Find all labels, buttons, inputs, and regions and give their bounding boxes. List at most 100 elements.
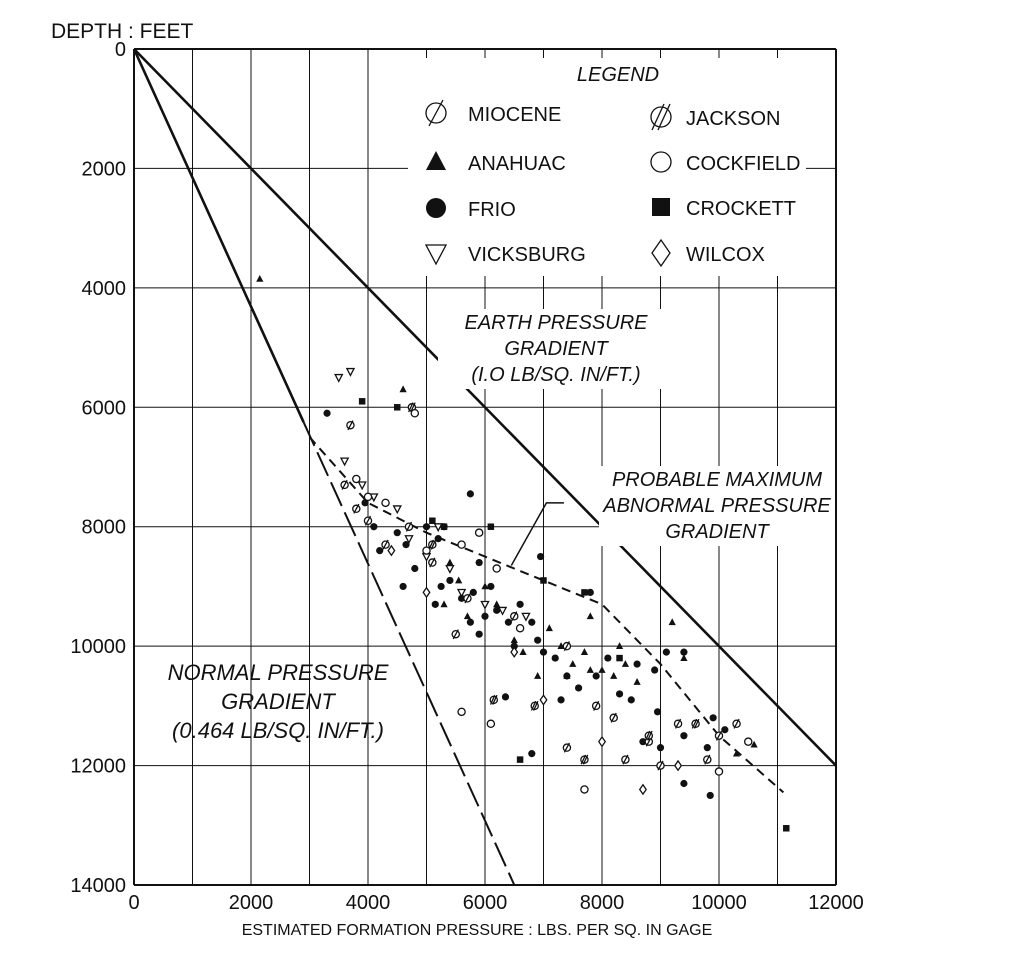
legend-title: LEGEND [577, 64, 659, 86]
y-tick-label: 6000 [82, 397, 127, 419]
point-frio [469, 588, 477, 597]
legend-label-cockfield: COCKFIELD [686, 153, 800, 175]
point-anahuac [615, 642, 624, 650]
x-tick-label: 12000 [808, 892, 864, 914]
point-cockfield [352, 474, 361, 484]
point-frio [604, 654, 612, 662]
point-frio [709, 714, 717, 722]
annotation-leader-line [510, 502, 564, 566]
point-vicksburg [357, 481, 367, 491]
gradient-line [308, 436, 785, 794]
point-wilcox [510, 646, 519, 658]
point-frio [481, 612, 489, 620]
point-frio [504, 618, 512, 626]
point-frio [399, 582, 407, 591]
annotation-text: GRADIENT [221, 689, 336, 714]
legend-marker-anahuac [426, 151, 446, 170]
point-vicksburg [334, 373, 344, 383]
point-frio [431, 600, 439, 608]
point-frio [501, 693, 510, 701]
point-cockfield [474, 528, 484, 537]
y-tick-label: 2000 [82, 158, 127, 180]
point-frio [680, 779, 688, 788]
point-miocene [609, 712, 618, 723]
point-frio [376, 547, 384, 555]
point-frio [536, 552, 545, 561]
point-frio [422, 523, 431, 531]
point-frio [575, 684, 583, 692]
point-frio [516, 600, 524, 608]
point-anahuac [545, 624, 553, 632]
point-cockfield [515, 623, 525, 633]
point-frio [653, 708, 662, 716]
point-anahuac [446, 558, 454, 566]
point-vicksburg [404, 535, 414, 545]
point-frio [323, 409, 331, 417]
point-crockett [581, 589, 588, 596]
annotations: EARTH PRESSURE GRADIENT (I.O LB/SQ. IN/FT.… [168, 309, 835, 743]
point-cockfield [580, 785, 589, 794]
y-tick-label: 12000 [70, 756, 126, 778]
point-frio [458, 594, 466, 602]
point-wilcox [674, 759, 683, 772]
point-crockett [487, 523, 495, 530]
point-cockfield [363, 492, 373, 502]
point-anahuac [580, 648, 589, 655]
point-vicksburg [433, 523, 443, 533]
point-jackson [407, 402, 417, 413]
point-frio [534, 636, 542, 644]
point-frio [651, 666, 659, 674]
point-anahuac [586, 666, 594, 673]
point-vicksburg [445, 564, 455, 574]
point-jackson [489, 694, 499, 705]
point-crockett [783, 825, 790, 832]
annotation-text: GRADIENT [504, 338, 609, 360]
point-crockett [540, 577, 547, 584]
y-tick-label: 14000 [70, 875, 126, 897]
point-crockett [429, 517, 436, 524]
point-frio [721, 726, 729, 734]
annotation-text: EARTH PRESSURE [464, 312, 648, 334]
point-anahuac [621, 660, 629, 667]
legend-label-anahuac: ANAHUAC [468, 153, 566, 175]
point-anahuac [440, 600, 448, 608]
point-vicksburg [456, 588, 467, 598]
point-anahuac [569, 660, 577, 667]
point-anahuac [510, 636, 518, 644]
x-tick-label: 10000 [691, 892, 747, 914]
point-frio [662, 648, 670, 656]
point-miocene [714, 730, 724, 741]
point-frio [551, 654, 559, 662]
point-miocene [732, 718, 741, 729]
point-miocene [656, 760, 665, 771]
annotation-text: ABNORMAL PRESSURE [602, 495, 831, 517]
legend-label-miocene: MIOCENE [468, 104, 561, 126]
point-anahuac [598, 666, 606, 673]
gradient-line [132, 48, 305, 423]
annotation-text: GRADIENT [665, 521, 770, 543]
point-vicksburg [497, 606, 508, 616]
point-miocene [363, 515, 373, 526]
point-frio [393, 529, 401, 537]
point-frio [361, 499, 369, 507]
annotation-text: (I.O LB/SQ. IN/FT.) [471, 364, 640, 386]
annotation-background [599, 466, 835, 546]
point-cockfield [381, 498, 390, 508]
legend-marker-cockfield [650, 151, 672, 173]
point-anahuac [399, 385, 407, 393]
legend-label-vicksburg: VICKSBURG [468, 244, 586, 266]
point-frio [539, 648, 548, 656]
point-frio [528, 750, 536, 758]
x-tick-label: 4000 [346, 892, 391, 914]
legend-label-frio: FRIO [468, 199, 516, 221]
legend-label-crockett: CROCKETT [686, 198, 796, 220]
point-frio [615, 690, 624, 698]
point-anahuac [563, 672, 571, 679]
point-wilcox [387, 544, 396, 557]
point-anahuac [668, 618, 676, 626]
point-anahuac [750, 740, 758, 748]
point-cockfield [486, 719, 496, 729]
point-wilcox [597, 735, 607, 748]
point-frio [680, 732, 688, 740]
point-frio [703, 744, 711, 752]
